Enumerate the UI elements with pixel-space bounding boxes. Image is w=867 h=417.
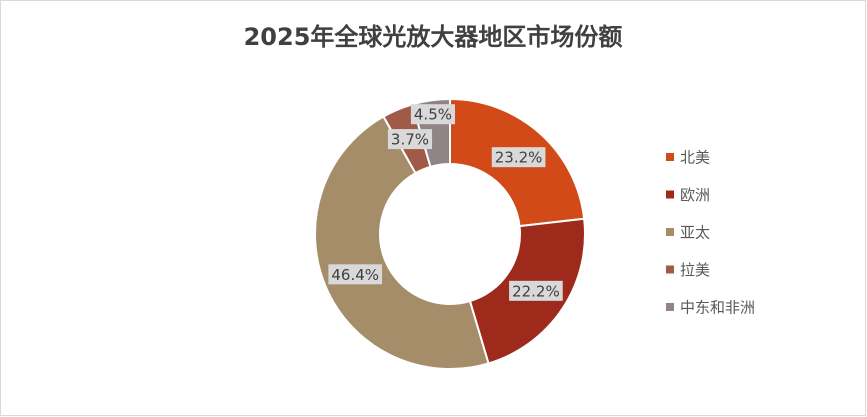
- legend-label: 欧洲: [680, 186, 710, 204]
- legend-swatch: [666, 153, 674, 161]
- data-label: 4.5%: [414, 106, 452, 124]
- legend-swatch: [666, 228, 674, 236]
- legend-label: 中东和非洲: [680, 299, 755, 317]
- chart-title: 2025年全球光放大器地区市场份额: [244, 23, 623, 51]
- data-label: 3.7%: [391, 131, 429, 149]
- data-label-bg: [491, 147, 546, 168]
- data-label: 23.2%: [495, 149, 543, 167]
- legend-label: 拉美: [680, 261, 710, 279]
- data-label: 46.4%: [331, 266, 379, 284]
- data-label: 22.2%: [512, 282, 560, 300]
- legend-label: 亚太: [680, 224, 710, 242]
- legend-swatch: [666, 190, 674, 199]
- legend-label: 北美: [680, 149, 710, 167]
- data-label-bg: [387, 129, 433, 150]
- data-label-bg: [328, 264, 383, 285]
- data-label-bg: [509, 280, 563, 301]
- legend-swatch: [666, 265, 674, 274]
- donut-slice: [314, 115, 490, 370]
- data-label-bg: [410, 104, 456, 125]
- legend-swatch: [666, 303, 674, 311]
